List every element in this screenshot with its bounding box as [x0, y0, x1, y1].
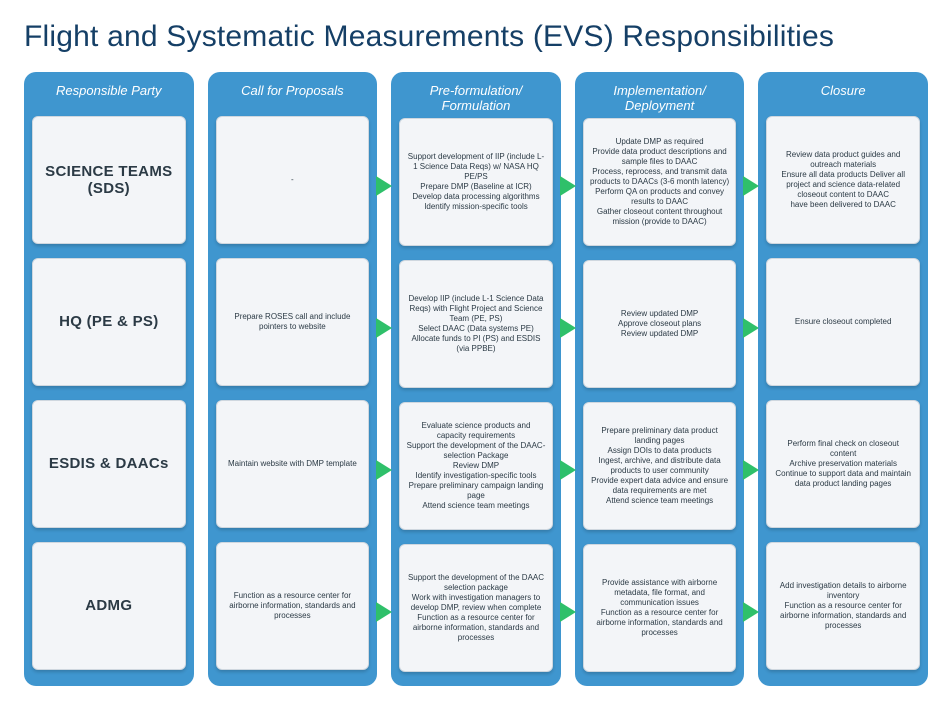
- arrow-icon: [376, 460, 392, 480]
- cell: Maintain website with DMP template: [216, 400, 370, 528]
- arrow-icon: [743, 460, 759, 480]
- arrow-icon: [743, 602, 759, 622]
- cell-text: Evaluate science products and capacity r…: [406, 421, 546, 511]
- cell: Add investigation details to airborne in…: [766, 542, 920, 670]
- arrow-icon: [376, 176, 392, 196]
- cell-text: -: [291, 175, 294, 185]
- page-title: Flight and Systematic Measurements (EVS)…: [24, 20, 928, 54]
- row-label-cell: ADMG: [32, 542, 186, 670]
- cell: Support development of IIP (include L-1 …: [399, 118, 553, 246]
- cell: Develop IIP (include L-1 Science Data Re…: [399, 260, 553, 388]
- arrow-icon: [560, 318, 576, 338]
- column-closure: Closure Review data product guides and o…: [758, 72, 928, 686]
- cell: Prepare ROSES call and include pointers …: [216, 258, 370, 386]
- column-header: Closure: [766, 82, 920, 116]
- cell-text: Support the development of the DAAC sele…: [406, 573, 546, 643]
- cell: Prepare preliminary data product landing…: [583, 402, 737, 530]
- cell-text: Prepare ROSES call and include pointers …: [223, 312, 363, 332]
- cell: Support the development of the DAAC sele…: [399, 544, 553, 672]
- cell: Function as a resource center for airbor…: [216, 542, 370, 670]
- row-label: ADMG: [85, 597, 132, 614]
- cell-text: Update DMP as required Provide data prod…: [590, 137, 730, 227]
- column-header: Responsible Party: [32, 82, 186, 116]
- arrow-icon: [560, 602, 576, 622]
- cell: Perform final check on closeout content …: [766, 400, 920, 528]
- arrow-icon: [743, 318, 759, 338]
- cell: Review data product guides and outreach …: [766, 116, 920, 244]
- cell-text: Add investigation details to airborne in…: [773, 581, 913, 631]
- arrow-icon: [743, 176, 759, 196]
- cell-text: Maintain website with DMP template: [228, 459, 357, 469]
- arrow-icon: [560, 460, 576, 480]
- column-header: Pre-formulation/ Formulation: [399, 82, 553, 118]
- arrow-icon: [376, 318, 392, 338]
- cell: -: [216, 116, 370, 244]
- responsibility-grid: Responsible Party SCIENCE TEAMS (SDS) HQ…: [24, 72, 928, 686]
- arrow-icon: [376, 602, 392, 622]
- cell-text: Develop IIP (include L-1 Science Data Re…: [406, 294, 546, 354]
- cell: Ensure closeout completed: [766, 258, 920, 386]
- arrow-icon: [560, 176, 576, 196]
- row-label-cell: ESDIS & DAACs: [32, 400, 186, 528]
- column-responsible-party: Responsible Party SCIENCE TEAMS (SDS) HQ…: [24, 72, 194, 686]
- cell: Review updated DMP Approve closeout plan…: [583, 260, 737, 388]
- column-header: Call for Proposals: [216, 82, 370, 116]
- row-label-cell: SCIENCE TEAMS (SDS): [32, 116, 186, 244]
- cell-text: Review updated DMP Approve closeout plan…: [618, 309, 701, 339]
- column-preformulation: Pre-formulation/ Formulation Support dev…: [391, 72, 561, 686]
- cell-text: Support development of IIP (include L-1 …: [406, 152, 546, 212]
- cell-text: Ensure closeout completed: [795, 317, 892, 327]
- column-call-for-proposals: Call for Proposals - Prepare ROSES call …: [208, 72, 378, 686]
- row-label-cell: HQ (PE & PS): [32, 258, 186, 386]
- row-label: ESDIS & DAACs: [49, 455, 169, 472]
- cell: Evaluate science products and capacity r…: [399, 402, 553, 530]
- cell-text: Provide assistance with airborne metadat…: [590, 578, 730, 638]
- cell: Update DMP as required Provide data prod…: [583, 118, 737, 246]
- cell: Provide assistance with airborne metadat…: [583, 544, 737, 672]
- row-label: HQ (PE & PS): [59, 313, 158, 330]
- cell-text: Perform final check on closeout content …: [773, 439, 913, 489]
- cell-text: Review data product guides and outreach …: [773, 150, 913, 210]
- cell-text: Prepare preliminary data product landing…: [590, 426, 730, 506]
- cell-text: Function as a resource center for airbor…: [223, 591, 363, 621]
- column-header: Implementation/ Deployment: [583, 82, 737, 118]
- column-implementation: Implementation/ Deployment Update DMP as…: [575, 72, 745, 686]
- row-label: SCIENCE TEAMS (SDS): [45, 163, 172, 198]
